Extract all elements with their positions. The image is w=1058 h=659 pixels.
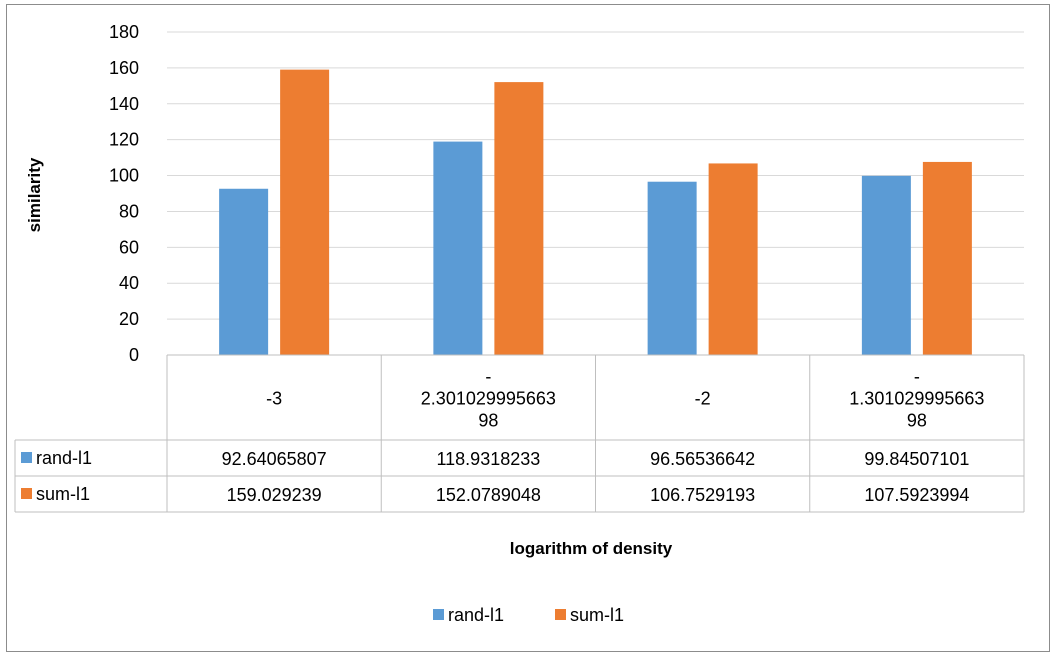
table-cell-value: 118.9318233 [436, 449, 540, 469]
table-cell-value: 107.5923994 [864, 485, 969, 505]
y-tick-label: 180 [109, 22, 139, 42]
y-tick-label: 80 [119, 201, 139, 221]
y-tick-label: 140 [109, 94, 139, 114]
x-category-label: -3 [266, 389, 282, 409]
table-cell-value: 159.029239 [227, 485, 322, 505]
table-series-name: sum-l1 [36, 484, 90, 504]
bar-rand-l1-1 [433, 141, 483, 355]
table-series-name: rand-l1 [36, 448, 92, 468]
x-axis-label: logarithm of density [510, 539, 673, 558]
data-table: -3-2.30102999566398-2-1.30102999566398ra… [14, 355, 1025, 513]
legend-label: rand-l1 [448, 605, 504, 625]
table-cell-value: 96.56536642 [650, 449, 755, 469]
bar-sum-l1-0 [280, 69, 330, 356]
legend-label: sum-l1 [570, 605, 624, 625]
x-category-label: 1.301029995663 [849, 389, 984, 409]
legend-swatch-rand-l1 [433, 609, 444, 620]
y-tick-label: 120 [109, 130, 139, 150]
table-legend-key [21, 488, 32, 499]
x-category-label: 98 [478, 411, 498, 431]
bar-sum-l1-3 [922, 161, 972, 355]
bar-rand-l1-2 [647, 181, 697, 355]
x-category-label: 98 [907, 411, 927, 431]
bar-sum-l1-1 [494, 82, 544, 356]
y-tick-label: 0 [129, 345, 139, 365]
y-tick-label: 20 [119, 309, 139, 329]
y-tick-label: 40 [119, 273, 139, 293]
table-legend-key [21, 452, 32, 463]
y-axis-label: similarity [25, 157, 44, 232]
bar-rand-l1-0 [219, 188, 269, 355]
x-category-label: - [914, 367, 920, 387]
x-category-label: -2 [695, 389, 711, 409]
y-tick-label: 160 [109, 58, 139, 78]
x-category-label: - [485, 367, 491, 387]
bars [219, 69, 972, 356]
x-category-label: 2.301029995663 [421, 389, 556, 409]
table-cell-value: 92.64065807 [222, 449, 327, 469]
y-tick-labels: 0 20 40 60 80 100 120 140 160 180 [109, 22, 139, 365]
bar-rand-l1-3 [861, 175, 911, 355]
table-cell-value: 99.84507101 [864, 449, 969, 469]
legend: rand-l1 sum-l1 [433, 605, 624, 625]
y-tick-label: 60 [119, 237, 139, 257]
bar-sum-l1-2 [708, 163, 758, 355]
y-tick-label: 100 [109, 166, 139, 186]
table-cell-value: 152.0789048 [436, 485, 541, 505]
table-cell-value: 106.7529193 [650, 485, 755, 505]
legend-swatch-sum-l1 [555, 609, 566, 620]
